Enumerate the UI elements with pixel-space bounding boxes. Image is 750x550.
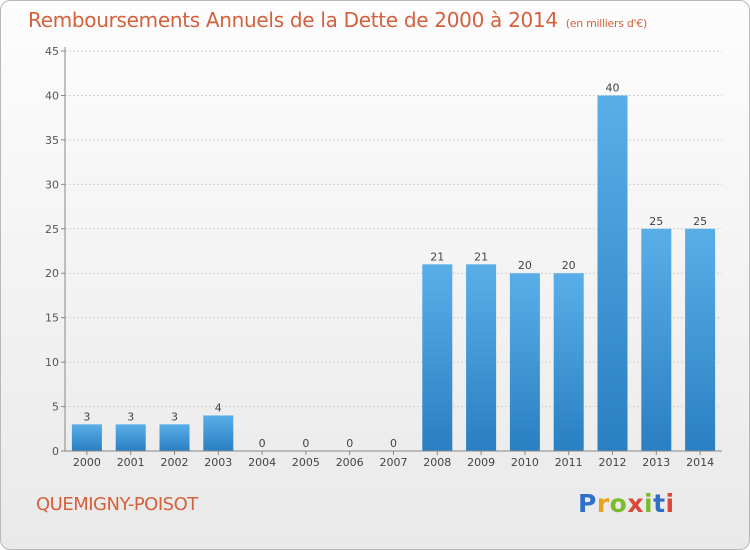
bar [597,95,628,451]
y-tick-label: 40 [45,89,59,102]
logo-letter: t [653,489,666,518]
bar-value-label: 4 [215,401,222,414]
bar [466,264,497,451]
logo-letter: i [665,489,675,518]
y-tick-label: 10 [45,356,59,369]
bar [553,273,584,451]
x-tick-label: 2002 [161,456,189,469]
bar-value-label: 3 [171,410,178,423]
y-tick-label: 15 [45,312,59,325]
bar [71,424,102,451]
bar-value-label: 20 [562,259,576,272]
title-text: Remboursements Annuels de la Dette de 20… [28,8,558,32]
gridlines [65,50,722,408]
y-tick-label: 35 [45,134,59,147]
bar [203,415,234,451]
bar [115,424,146,451]
bar [685,228,716,451]
bar-value-label: 0 [390,437,397,450]
bar [159,424,190,451]
bar-value-label: 21 [474,250,488,263]
x-tick-label: 2014 [686,456,714,469]
logo-letter: r [596,489,610,518]
x-tick-label: 2006 [336,456,364,469]
x-tick-label: 2004 [248,456,276,469]
x-tick-label: 2011 [555,456,583,469]
x-tick-label: 2000 [73,456,101,469]
bar-value-label: 40 [606,81,620,94]
x-tick-label: 2003 [204,456,232,469]
bar-value-label: 25 [693,215,707,228]
x-tick-label: 2010 [511,456,539,469]
y-tick-label: 0 [52,445,59,458]
bar-value-label: 3 [83,410,90,423]
bar [422,264,453,451]
chart-title: Remboursements Annuels de la Dette de 20… [28,8,647,32]
bar-value-label: 20 [518,259,532,272]
x-tick-label: 2008 [423,456,451,469]
logo-letter: o [609,489,628,518]
bar-value-label: 21 [430,250,444,263]
x-tick-label: 2013 [642,456,670,469]
bar-value-label: 25 [649,215,663,228]
commune-name: QUEMIGNY-POISOT [36,494,198,515]
x-tick-label: 2009 [467,456,495,469]
bar-value-label: 3 [127,410,134,423]
y-tick-label: 45 [45,45,59,58]
x-tick-label: 2001 [117,456,145,469]
logo-letter: P [578,489,597,518]
bar [509,273,540,451]
logo-letter: x [627,489,644,518]
logo-letter: i [644,489,654,518]
bar-value-label: 0 [259,437,266,450]
y-tick-label: 30 [45,178,59,191]
bar-value-label: 0 [346,437,353,450]
y-tick-label: 5 [52,401,59,414]
x-tick-label: 2012 [599,456,627,469]
bar [641,228,672,451]
title-unit: (en milliers d'€) [565,17,647,30]
proxiti-logo: Proxiti [578,489,675,518]
bar-value-label: 0 [302,437,309,450]
x-tick-label: 2007 [380,456,408,469]
y-tick-label: 20 [45,267,59,280]
y-tick-label: 25 [45,223,59,236]
x-tick-label: 2005 [292,456,320,469]
